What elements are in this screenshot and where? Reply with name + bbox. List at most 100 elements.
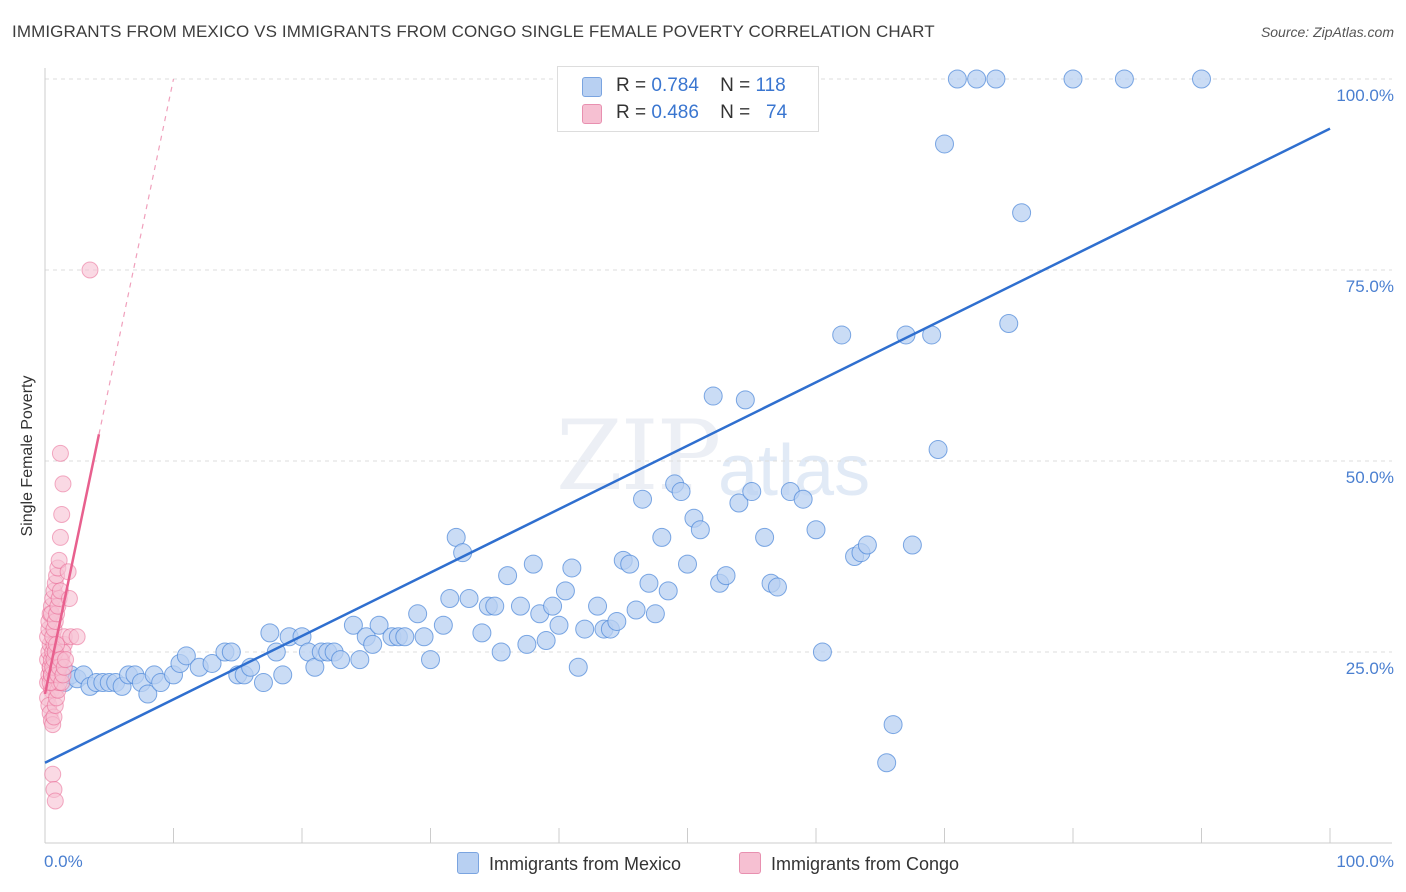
congo-legend-swatch (739, 852, 761, 874)
mexico-point (645, 604, 665, 624)
mexico-point (510, 596, 530, 616)
mexico-point (253, 673, 273, 693)
source-label: Source: ZipAtlas.com (1260, 24, 1394, 40)
congo-trendline (43, 434, 101, 695)
legend-label: Immigrants from Mexico (489, 854, 682, 874)
mexico-point (568, 657, 588, 677)
mexico-point (703, 386, 723, 406)
mexico-point (857, 535, 877, 555)
congo-point (54, 475, 72, 493)
congo-point (68, 628, 86, 646)
mexico-point (1192, 69, 1211, 89)
x-tick-label: 100.0% (1336, 852, 1394, 871)
mexico-point (331, 650, 351, 670)
y-tick-label: 25.0% (1345, 659, 1394, 678)
congo-trendline-extension (98, 78, 175, 435)
mexico-point (485, 596, 505, 616)
congo-point (57, 651, 75, 669)
mexico-point (832, 325, 852, 345)
r-label: R = (616, 75, 647, 96)
mexico-point (607, 611, 627, 631)
mexico-point (967, 69, 987, 89)
y-tick-label: 75.0% (1345, 277, 1394, 296)
mexico-point (202, 653, 222, 673)
y-axis-label: Single Female Poverty (19, 375, 36, 537)
mexico-point (414, 627, 434, 647)
congo-point (50, 551, 68, 569)
mexico-point (755, 527, 775, 547)
y-tick-label: 100.0% (1336, 86, 1394, 105)
mexico-swatch (582, 77, 602, 97)
mexico-point (883, 715, 903, 735)
mexico-point (1114, 69, 1134, 89)
mexico-point (588, 596, 608, 616)
n-label: N = (720, 102, 751, 123)
mexico-point (363, 634, 383, 654)
congo-point (81, 261, 99, 279)
r-value: 0.486 (651, 102, 699, 123)
mexico-point (369, 615, 389, 635)
mexico-point (793, 489, 813, 509)
mexico-point (658, 581, 678, 601)
mexico-point (671, 482, 691, 502)
mexico-point (716, 566, 736, 586)
mexico-point (877, 753, 897, 773)
mexico-point (421, 650, 440, 670)
legend-item-mexico: Immigrants from Mexico (457, 852, 681, 875)
mexico-point (620, 554, 640, 574)
congo-point (46, 792, 64, 810)
mexico-trendline (44, 127, 1331, 764)
mexico-point (735, 390, 755, 410)
n-label: N = (720, 75, 751, 96)
n-value: 118 (755, 75, 786, 96)
mexico-point (690, 520, 710, 540)
mexico-point (928, 440, 948, 460)
mexico-point (543, 596, 563, 616)
mexico-point (433, 615, 453, 635)
mexico-point (498, 566, 518, 586)
mexico-point (350, 650, 370, 670)
congo-point (51, 444, 69, 462)
mexico-point (343, 615, 363, 635)
mexico-point (549, 615, 569, 635)
mexico-point (440, 589, 460, 609)
mexico-point (652, 527, 672, 547)
congo-point (53, 505, 71, 523)
mexico-point (459, 589, 479, 609)
mexico-point (491, 642, 511, 662)
stats-legend: R = 0.784 N = 118 R = 0.486 N = 74 (557, 66, 819, 132)
mexico-point (523, 554, 543, 574)
y-tick-label: 50.0% (1345, 468, 1394, 487)
mexico-point (555, 581, 575, 601)
mexico-point (947, 69, 967, 89)
mexico-point (729, 493, 749, 513)
congo-point (51, 528, 69, 546)
mexico-point (626, 600, 646, 620)
mexico-point (138, 684, 158, 704)
x-tick-label: 0.0% (44, 852, 83, 871)
mexico-point (562, 558, 582, 578)
mexico-point (395, 627, 415, 647)
n-value: 74 (766, 102, 788, 123)
mexico-point (260, 623, 280, 643)
mexico-point (999, 313, 1019, 333)
chart-title: IMMIGRANTS FROM MEXICO VS IMMIGRANTS FRO… (12, 22, 935, 41)
congo-swatch (582, 104, 602, 124)
mexico-point (221, 642, 241, 662)
legend-label: Immigrants from Congo (771, 854, 960, 874)
mexico-point (1012, 203, 1032, 223)
mexico-point (408, 604, 428, 624)
mexico-point (575, 619, 595, 639)
mexico-point (273, 665, 293, 685)
r-label: R = (616, 102, 647, 123)
mexico-point (678, 554, 697, 574)
mexico-point (806, 520, 826, 540)
mexico-point (536, 631, 556, 651)
mexico-point (902, 535, 922, 555)
congo-point (44, 765, 62, 783)
mexico-legend-swatch (457, 852, 479, 874)
r-value: 0.784 (651, 75, 699, 96)
mexico-point (517, 634, 537, 654)
mexico-point (812, 642, 832, 662)
